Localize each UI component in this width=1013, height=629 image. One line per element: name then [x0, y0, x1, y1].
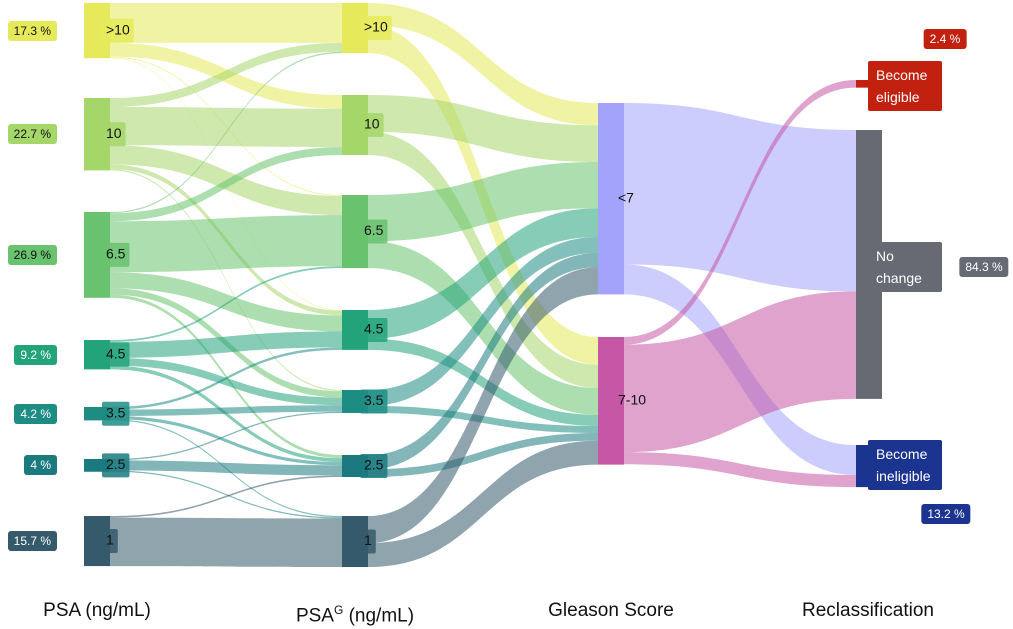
node-label-bg [102, 529, 118, 554]
link [368, 3, 598, 126]
value-badge: 9.2 % [14, 344, 57, 365]
value-badge: 2.4 % [923, 29, 967, 49]
node-label: 3.5 [106, 404, 126, 420]
link [624, 80, 856, 345]
value-badge: 22.7 % [7, 124, 57, 145]
link [368, 252, 598, 470]
link [110, 460, 342, 476]
link [110, 357, 342, 406]
value-badge: 15.7 % [7, 531, 57, 552]
value-badge: 13.2 % [921, 504, 971, 524]
node-label: <7 [618, 189, 634, 205]
link [624, 452, 856, 488]
node-label-bg [102, 342, 130, 367]
link [110, 51, 342, 214]
node-label: 4.5 [106, 345, 126, 361]
link [110, 470, 342, 519]
link [368, 433, 598, 478]
link [368, 208, 598, 339]
node-label: 3.5 [364, 392, 384, 408]
link [368, 267, 598, 544]
link [368, 405, 598, 434]
column-title: Gleason Score [548, 600, 674, 621]
node-label-bg [360, 112, 384, 137]
column-title-part: (ng/mL) [343, 605, 415, 627]
node-label: 6.5 [106, 246, 126, 262]
column-title-part: PSA [295, 605, 334, 627]
value-badge: 26.9 % [7, 244, 57, 265]
node-label-bg [360, 16, 392, 41]
node-label: 4.5 [364, 321, 384, 337]
link [110, 169, 342, 392]
column-title-part: G [333, 603, 344, 617]
link [110, 475, 342, 518]
link [110, 266, 342, 342]
link [110, 272, 342, 332]
node-label-bg [102, 242, 130, 267]
link [110, 517, 342, 568]
link [110, 415, 342, 466]
link [110, 294, 342, 459]
nodes: >10 10 6.5 4.5 3.5 2.5 1 >10 10 6.5 4.5 3.5 2.5 1 <7 7-… [84, 3, 882, 568]
node-label: >10 [106, 21, 130, 37]
node-label-bg [360, 317, 388, 342]
node-label-bg [360, 389, 388, 414]
link [110, 405, 342, 416]
node-label-bg [102, 18, 134, 43]
column-title: Reclassification [802, 600, 934, 621]
link [368, 338, 598, 427]
node-label-bg [360, 454, 388, 479]
link [110, 3, 342, 43]
node-label: 1 [106, 532, 114, 548]
link [110, 331, 342, 358]
node [598, 103, 624, 295]
link [110, 106, 342, 147]
node-label: >10 [364, 19, 388, 35]
link [110, 215, 342, 273]
links [110, 3, 856, 568]
node-label: 6.5 [364, 222, 384, 238]
link [624, 291, 856, 453]
node-label-bg [102, 453, 130, 478]
node-label: 10 [106, 125, 122, 141]
node-label: No change [868, 242, 942, 292]
value-badge: 4.2 % [14, 403, 57, 424]
node-label: Become ineligible [868, 440, 942, 490]
link [624, 103, 856, 292]
node-label: 2.5 [364, 457, 384, 473]
node-label: 7-10 [618, 392, 646, 408]
node-label: 1 [364, 532, 372, 548]
node-label-bg [102, 122, 126, 147]
link [368, 95, 598, 163]
node-label-bg [102, 401, 130, 426]
node [598, 337, 624, 465]
column-title: PSAG (ng/mL) [296, 603, 414, 627]
value-badge: 84.3 % [959, 257, 1009, 277]
node-label-bg [360, 219, 388, 244]
link [110, 42, 342, 107]
link [110, 411, 342, 461]
node-label: Become eligible [868, 61, 942, 111]
link [368, 162, 598, 242]
link [110, 146, 342, 222]
node-label: 2.5 [106, 456, 126, 472]
value-badge: 4 % [24, 455, 57, 476]
value-badge: 17.3 % [7, 20, 57, 41]
column-title: PSA (ng/mL) [43, 600, 151, 621]
link [368, 440, 598, 568]
node-label: 10 [364, 116, 380, 132]
link [368, 236, 598, 406]
link [110, 347, 342, 410]
node-label-bg [360, 529, 376, 554]
